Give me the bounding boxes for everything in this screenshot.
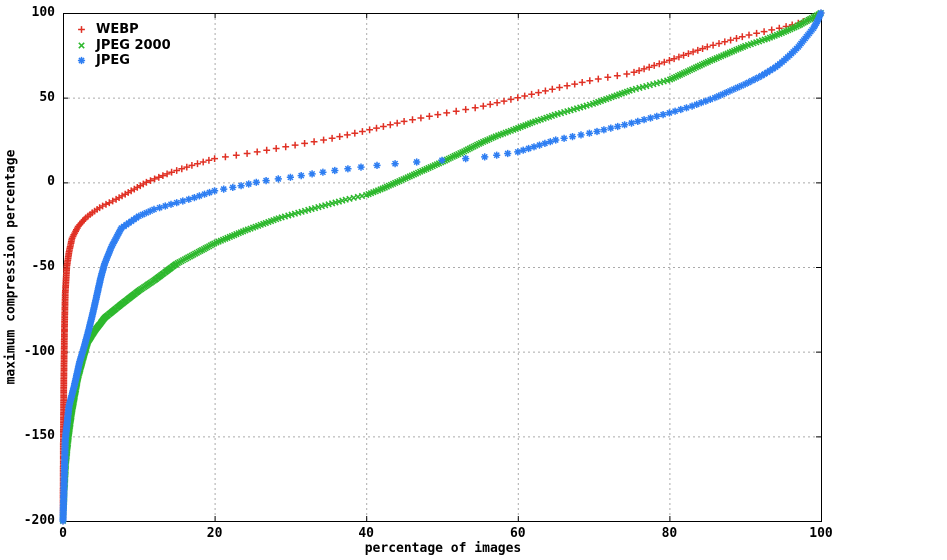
x-tick-label: 100 <box>809 526 833 541</box>
legend-label: JPEG <box>96 53 130 69</box>
y-tick-label: 100 <box>31 5 55 20</box>
x-tick-label: 0 <box>59 526 67 541</box>
y-tick-label: -100 <box>23 343 55 359</box>
legend-label: WEBP <box>96 22 139 38</box>
x-axis-label: percentage of images <box>364 541 522 556</box>
legend: WEBP JPEG 2000 JPEG <box>73 22 171 69</box>
legend-item-webp: WEBP <box>73 22 171 38</box>
x-tick-label: 40 <box>358 526 375 541</box>
legend-item-jpeg: JPEG <box>73 53 171 69</box>
x-tick-label: 20 <box>206 526 223 541</box>
x-tick-label: 60 <box>509 526 526 541</box>
y-tick-label: -200 <box>23 513 55 528</box>
y-axis-label: maximum compression percentage <box>3 149 19 385</box>
y-tick-label: -150 <box>23 428 55 444</box>
x-tick-label: 80 <box>661 526 678 541</box>
y-tick-label: 50 <box>39 89 55 105</box>
plus-marker-icon <box>78 26 85 34</box>
legend-label: JPEG 2000 <box>96 37 171 53</box>
y-tick-label: 0 <box>47 174 55 190</box>
cross-marker-icon <box>78 42 85 49</box>
legend-item-jpeg-2000: JPEG 2000 <box>73 38 171 54</box>
asterisk-marker-icon <box>77 57 86 65</box>
y-tick-label: -50 <box>31 259 55 274</box>
series-jpeg <box>59 9 825 525</box>
grid-lines <box>63 13 821 521</box>
